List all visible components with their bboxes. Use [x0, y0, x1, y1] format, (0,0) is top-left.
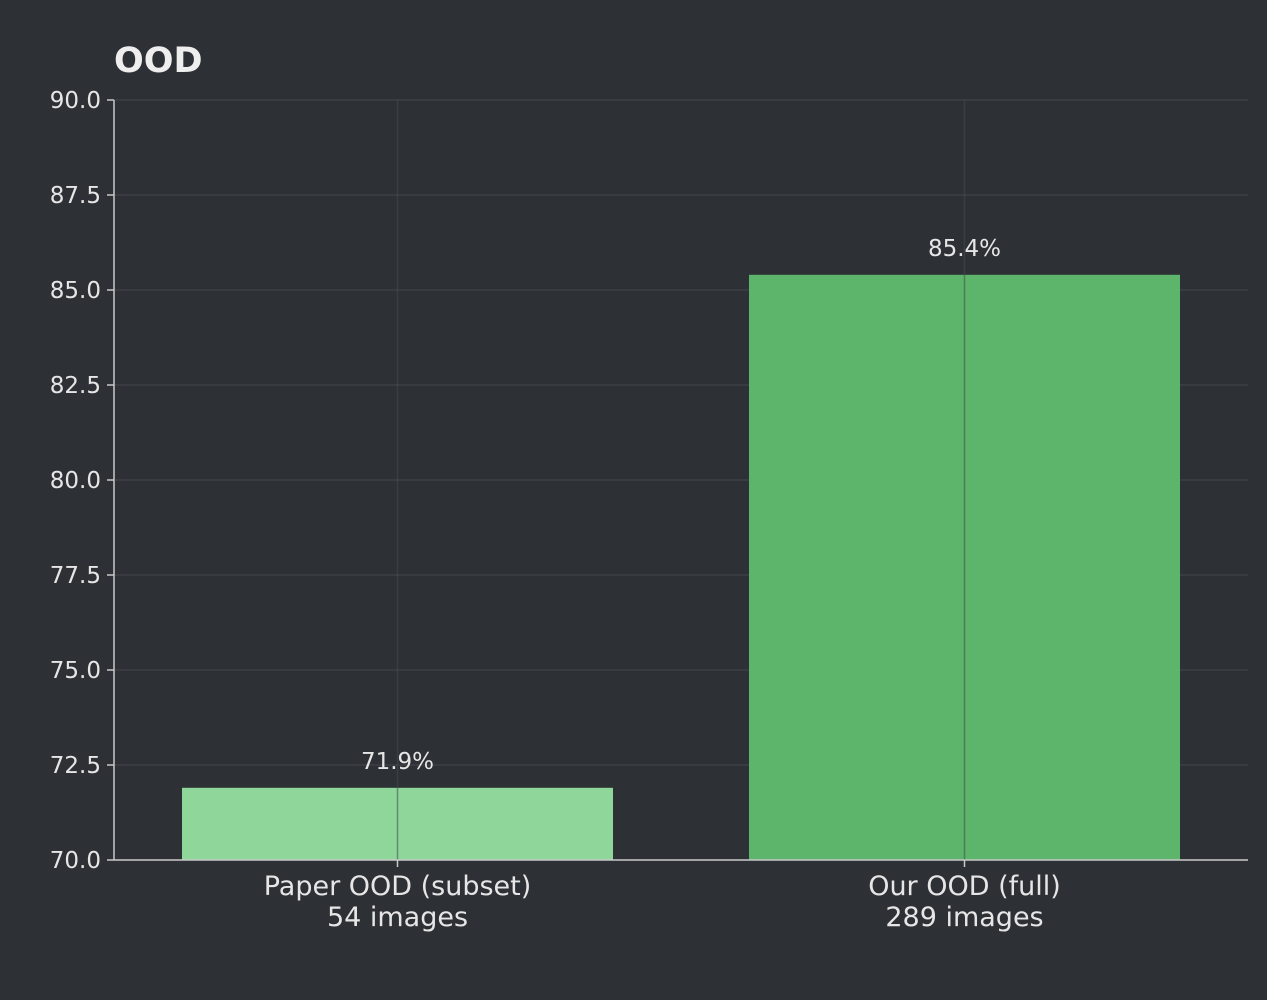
y-tick-label: 87.5 — [50, 183, 101, 209]
y-tick-label: 77.5 — [50, 563, 101, 589]
x-tick-label: 289 images — [885, 902, 1043, 933]
y-tick-label: 70.0 — [50, 848, 101, 874]
x-tick-label: 54 images — [327, 902, 468, 933]
y-tick-label: 75.0 — [50, 658, 101, 684]
y-tick-label: 85.0 — [50, 278, 101, 304]
vertical-grid-lines — [396, 100, 966, 860]
x-tick-label: Our OOD (full) — [868, 871, 1061, 902]
y-tick-label: 72.5 — [50, 753, 101, 779]
x-tick-label: Paper OOD (subset) — [264, 871, 532, 902]
bar-value-label: 85.4% — [928, 236, 1001, 262]
labels: 70.0 72.5 75.0 77.5 80.0 82.5 85.0 87.5 90.0 71.9… — [50, 88, 1061, 933]
chart-title: OOD — [114, 41, 203, 81]
bars — [182, 274, 1180, 860]
y-tick-label: 90.0 — [50, 88, 101, 114]
axes — [107, 99, 1248, 867]
grid-lines — [114, 99, 1248, 861]
y-tick-label: 80.0 — [50, 468, 101, 494]
bar-value-label: 71.9% — [361, 749, 434, 775]
y-tick-label: 82.5 — [50, 373, 101, 399]
